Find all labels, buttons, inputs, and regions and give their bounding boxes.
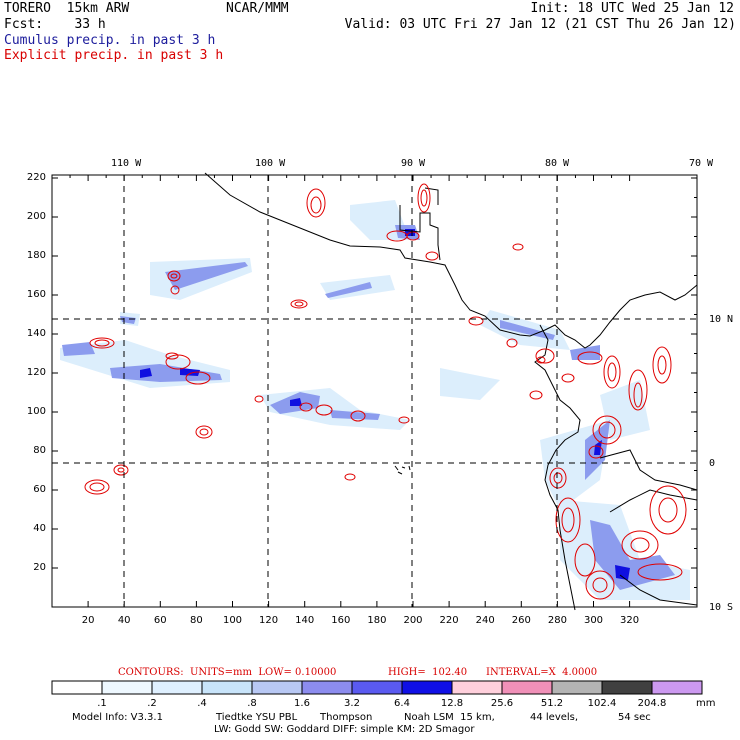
- institution-label: NCAR/MMM: [226, 1, 289, 16]
- axis-ticks: [52, 175, 697, 607]
- x-tick-label: 20: [81, 615, 95, 626]
- x-tick-label: 160: [331, 615, 351, 626]
- x-tick-label: 220: [439, 615, 459, 626]
- colorbar-label: 3.2: [344, 698, 360, 709]
- colorbar-swatch: [551, 680, 603, 695]
- colorbar-swatch: [301, 680, 353, 695]
- explicit-legend-label: Explicit precip. in past 3 h: [4, 48, 224, 63]
- colorbar-label: 12.8: [440, 698, 464, 709]
- y-tick-label: 20: [33, 562, 46, 573]
- colorbar-swatch: [51, 680, 103, 695]
- colorbar-unit: mm: [696, 698, 716, 709]
- y-tick-label: 60: [33, 484, 46, 495]
- lat-label-0: 0: [709, 458, 716, 469]
- colorbar-label: 204.8: [637, 698, 667, 709]
- colorbar-swatch: [151, 680, 203, 695]
- colorbar-label: .4: [197, 698, 207, 709]
- x-tick-label: 120: [259, 615, 279, 626]
- colorbar-label: 6.4: [394, 698, 410, 709]
- lon-label-110w: 110 W: [111, 158, 142, 169]
- y-tick-label: 80: [33, 445, 46, 456]
- lat-label-10s: 10 S: [709, 602, 734, 613]
- model-info-physics: LW: Godd SW: Goddard DIFF: simple KM: 2D…: [214, 724, 475, 735]
- colorbar-label: .2: [147, 698, 157, 709]
- valid-time: Valid: 03 UTC Fri 27 Jan 12 (21 CST Thu …: [344, 17, 736, 32]
- x-tick-label: 260: [511, 615, 531, 626]
- contour-interval: INTERVAL=X 4.0000: [486, 667, 598, 678]
- colorbar-swatch: [401, 680, 453, 695]
- y-tick-label: 140: [26, 328, 46, 339]
- x-tick-label: 320: [620, 615, 640, 626]
- colorbar-label: .8: [247, 698, 257, 709]
- model-info-levels: 44 levels,: [530, 712, 579, 723]
- explicit-precip-contours: [84, 183, 687, 600]
- model-info-microphysics: Thompson: [320, 712, 373, 723]
- colorbar-label: 51.2: [540, 698, 564, 709]
- model-info-timestep: 54 sec: [618, 712, 651, 723]
- y-tick-label: 200: [26, 211, 46, 222]
- model-info-pbl: Tiedtke YSU PBL: [216, 712, 298, 723]
- colorbar-swatch: [451, 680, 503, 695]
- colorbar-label: 25.6: [490, 698, 514, 709]
- x-tick-label: 140: [295, 615, 315, 626]
- lon-label-70w: 70 W: [689, 158, 714, 169]
- y-tick-label: 120: [26, 367, 46, 378]
- model-info-version: Model Info: V3.3.1: [72, 712, 163, 723]
- colorbar-swatch: [351, 680, 403, 695]
- y-tick-label: 180: [26, 250, 46, 261]
- contour-high: HIGH= 102.40: [388, 667, 468, 678]
- model-info-lsm: Noah LSM 15 km,: [404, 712, 495, 723]
- y-tick-label: 40: [33, 523, 46, 534]
- y-tick-label: 220: [26, 172, 46, 183]
- forecast-hour: Fcst: 33 h: [4, 17, 106, 32]
- lon-label-100w: 100 W: [255, 158, 286, 169]
- latlon-grid: [52, 175, 697, 607]
- colorbar-label: 1.6: [294, 698, 310, 709]
- colorbar-swatch: [101, 680, 153, 695]
- init-time: Init: 18 UTC Wed 25 Jan 12: [530, 1, 735, 16]
- model-title: TORERO 15km ARW: [4, 1, 130, 16]
- x-tick-label: 180: [367, 615, 387, 626]
- colorbar-label: .1: [97, 698, 107, 709]
- x-tick-label: 60: [153, 615, 167, 626]
- cumulus-legend-label: Cumulus precip. in past 3 h: [4, 33, 216, 48]
- x-tick-label: 100: [222, 615, 243, 626]
- y-tick-label: 160: [26, 289, 46, 300]
- colorbar-swatch: [251, 680, 303, 695]
- coastline: [204, 172, 698, 611]
- lon-label-90w: 90 W: [401, 158, 426, 169]
- x-tick-label: 280: [547, 615, 567, 626]
- x-tick-label: 300: [583, 615, 604, 626]
- colorbar-swatch: [501, 680, 553, 695]
- x-tick-label: 240: [475, 615, 495, 626]
- x-tick-label: 40: [117, 615, 131, 626]
- plot-frame: [51, 174, 698, 608]
- y-tick-label: 100: [26, 406, 46, 417]
- lon-label-80w: 80 W: [545, 158, 570, 169]
- lat-label-10n: 10 N: [709, 314, 734, 325]
- x-tick-label: 200: [403, 615, 423, 626]
- colorbar-swatch: [651, 680, 703, 695]
- x-tick-label: 80: [190, 615, 203, 626]
- colorbar-swatch: [201, 680, 253, 695]
- colorbar-label: 102.4: [587, 698, 617, 709]
- colorbar-swatch: [601, 680, 653, 695]
- contour-units: CONTOURS: UNITS=mm LOW= 0.10000: [118, 667, 337, 678]
